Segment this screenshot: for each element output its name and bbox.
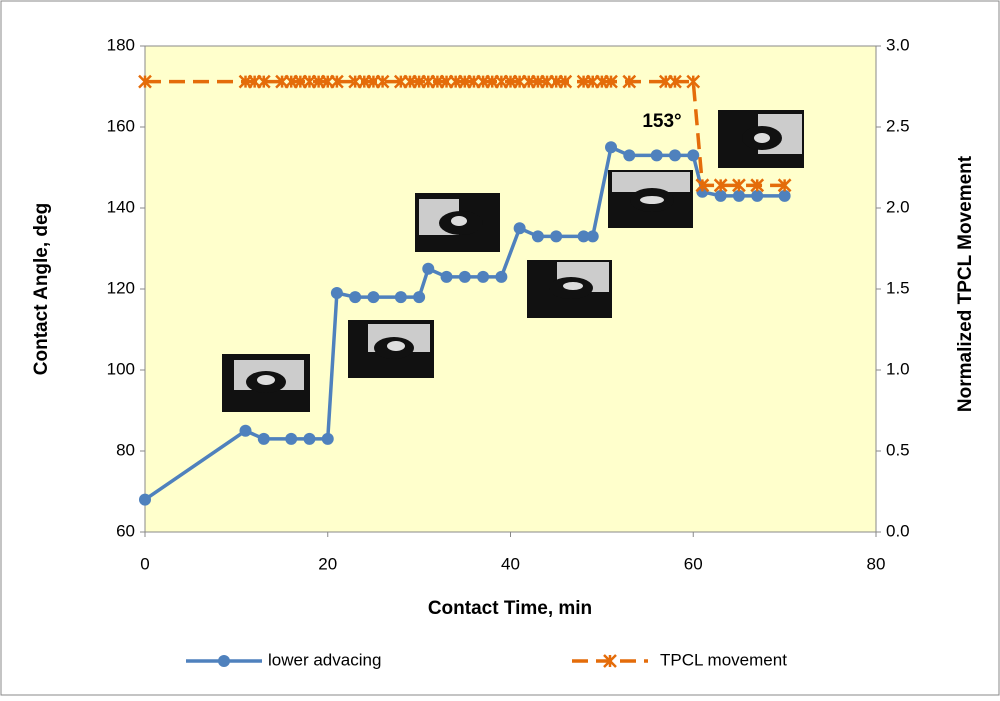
legend-label: lower advacing [268, 650, 381, 669]
y-tick-label: 160 [107, 116, 135, 135]
y-tick-label: 100 [107, 359, 135, 378]
legend-label: TPCL movement [660, 650, 787, 669]
data-point [441, 271, 453, 283]
data-point [779, 190, 791, 202]
data-point [139, 494, 151, 506]
y2-axis-title: Normalized TPCL Movement [955, 155, 976, 412]
data-point [751, 190, 763, 202]
data-point [367, 291, 379, 303]
droplet-image [222, 354, 310, 412]
annotation: 153° [642, 111, 681, 132]
data-point [303, 433, 315, 445]
x-tick-label: 20 [318, 554, 337, 573]
data-point [395, 291, 407, 303]
droplet-image [527, 260, 612, 318]
droplet-image [415, 193, 500, 252]
y2-tick-label: 1.0 [886, 359, 910, 378]
data-point [322, 433, 334, 445]
y-tick-label: 140 [107, 197, 135, 216]
y-tick-label: 80 [116, 440, 135, 459]
data-point [623, 149, 635, 161]
data-point [349, 291, 361, 303]
x-tick-label: 40 [501, 554, 520, 573]
data-point [687, 149, 699, 161]
droplet-image [608, 170, 693, 228]
data-point [669, 149, 681, 161]
data-point [422, 263, 434, 275]
y2-tick-label: 2.5 [886, 116, 910, 135]
droplet-image [718, 110, 804, 168]
y2-tick-label: 2.0 [886, 197, 910, 216]
data-point [514, 222, 526, 234]
y-tick-label: 60 [116, 521, 135, 540]
data-point [477, 271, 489, 283]
y2-tick-label: 3.0 [886, 35, 910, 54]
y-tick-label: 120 [107, 278, 135, 297]
data-point [331, 287, 343, 299]
y-tick-label: 180 [107, 35, 135, 54]
data-point [532, 230, 544, 242]
data-point [413, 291, 425, 303]
y2-tick-label: 0.0 [886, 521, 910, 540]
data-point [240, 425, 252, 437]
x-tick-label: 0 [140, 554, 149, 573]
x-tick-label: 60 [684, 554, 703, 573]
data-point [495, 271, 507, 283]
y2-tick-label: 1.5 [886, 278, 910, 297]
data-point [459, 271, 471, 283]
chart: 153° Contact Time, min Contact Angle, de… [0, 0, 1000, 696]
x-tick-label: 80 [867, 554, 886, 573]
droplet-image [348, 320, 434, 378]
data-point [587, 230, 599, 242]
x-axis-title: Contact Time, min [428, 598, 592, 619]
data-point [550, 230, 562, 242]
data-point [285, 433, 297, 445]
data-point [733, 190, 745, 202]
data-point [605, 141, 617, 153]
y2-tick-label: 0.5 [886, 440, 910, 459]
data-point [715, 190, 727, 202]
data-point [258, 433, 270, 445]
data-point [651, 149, 663, 161]
legend-marker [218, 655, 230, 667]
y-axis-title: Contact Angle, deg [31, 203, 52, 375]
